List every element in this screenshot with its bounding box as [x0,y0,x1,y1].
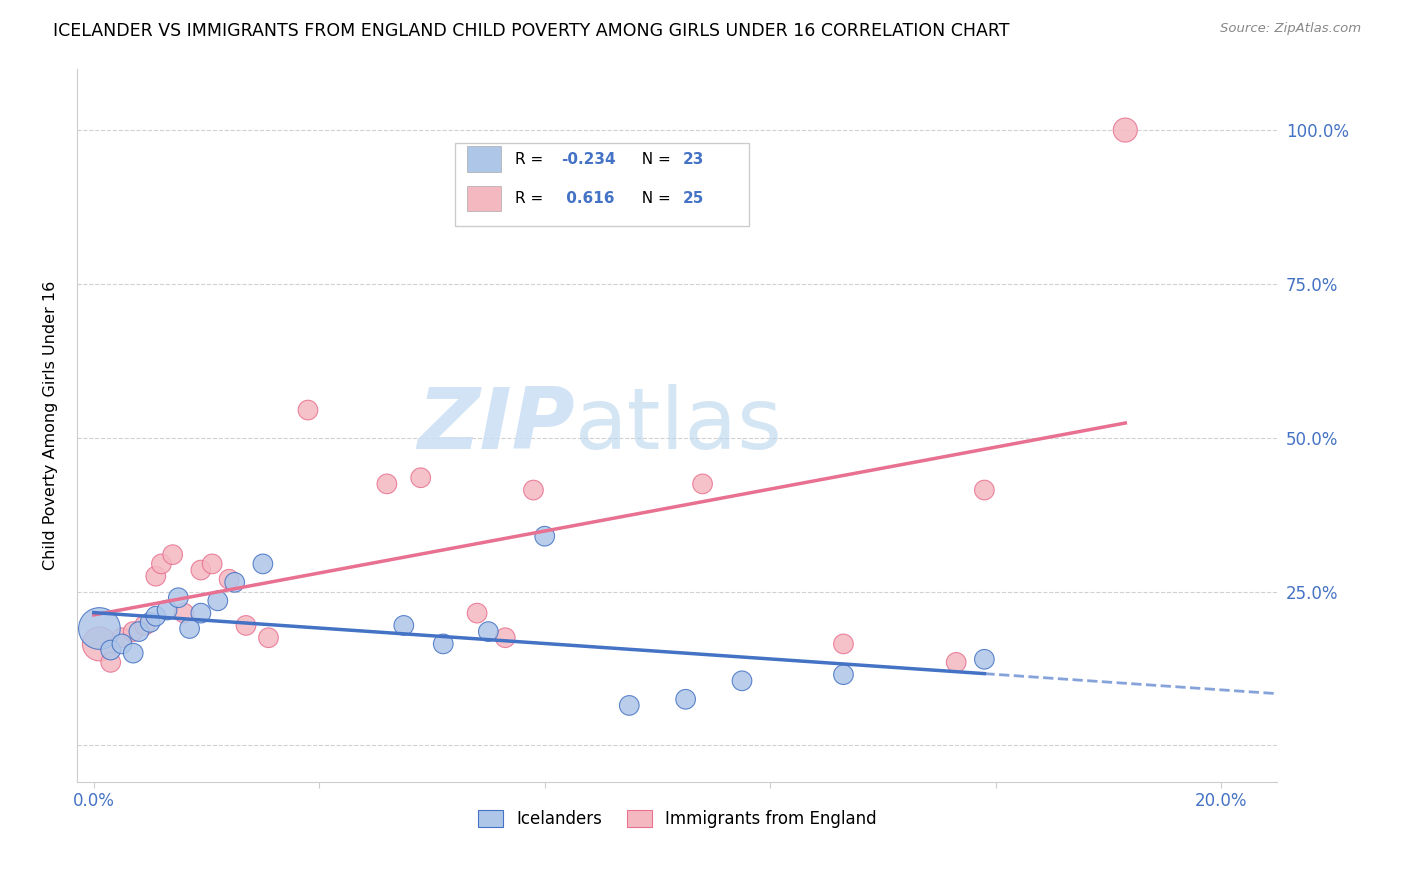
Point [122,624,145,639]
Text: atlas: atlas [575,384,783,467]
Point [150,557,173,571]
Point [257,631,280,645]
Point [675,692,697,706]
FancyBboxPatch shape [467,146,501,172]
Point [235,618,257,632]
Point [134,618,156,632]
Text: 20.0%: 20.0% [1195,791,1247,810]
Point [128,624,150,639]
Point [392,618,415,632]
Text: 23: 23 [683,152,704,167]
FancyBboxPatch shape [456,144,749,226]
Point [252,557,274,571]
Text: 0.616: 0.616 [561,191,614,206]
Point [139,615,162,630]
Legend: Icelanders, Immigrants from England: Icelanders, Immigrants from England [471,803,883,835]
Text: N =: N = [631,191,675,206]
Point [111,631,134,645]
Point [89,622,111,636]
Point [731,673,754,688]
Point [224,575,246,590]
Point [190,606,212,620]
Point [156,603,179,617]
Point [945,656,967,670]
Text: 0.0%: 0.0% [73,791,115,810]
Point [619,698,641,713]
Point [145,609,167,624]
Point [432,637,454,651]
Text: ICELANDER VS IMMIGRANTS FROM ENGLAND CHILD POVERTY AMONG GIRLS UNDER 16 CORRELAT: ICELANDER VS IMMIGRANTS FROM ENGLAND CHI… [53,22,1010,40]
Point [973,483,995,497]
Point [145,569,167,583]
Point [477,624,499,639]
Text: R =: R = [515,191,548,206]
Point [522,483,544,497]
Point [201,557,224,571]
Point [533,529,555,543]
Point [973,652,995,666]
Point [100,643,122,657]
Point [832,667,855,681]
Point [1114,123,1136,137]
Point [375,476,398,491]
Point [409,471,432,485]
Point [179,622,201,636]
Text: N =: N = [631,152,675,167]
Point [122,646,145,660]
Point [832,637,855,651]
Text: -0.234: -0.234 [561,152,616,167]
Point [494,631,516,645]
Point [207,594,229,608]
Point [190,563,212,577]
Point [167,591,190,605]
Point [100,656,122,670]
FancyBboxPatch shape [467,186,501,211]
Text: Source: ZipAtlas.com: Source: ZipAtlas.com [1220,22,1361,36]
Point [162,548,184,562]
Point [173,606,195,620]
Point [297,403,319,417]
Point [465,606,488,620]
Point [692,476,714,491]
Y-axis label: Child Poverty Among Girls Under 16: Child Poverty Among Girls Under 16 [44,281,58,570]
Text: R =: R = [515,152,548,167]
Point [218,572,240,586]
Text: 25: 25 [683,191,704,206]
Point [89,637,111,651]
Point [111,637,134,651]
Text: ZIP: ZIP [418,384,575,467]
